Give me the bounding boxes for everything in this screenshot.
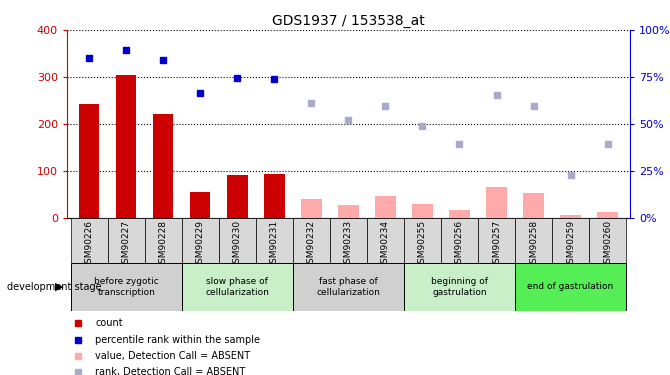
Bar xyxy=(227,176,247,217)
Bar xyxy=(190,192,210,217)
Bar xyxy=(560,215,581,217)
Text: GSM90228: GSM90228 xyxy=(159,220,168,269)
Bar xyxy=(330,217,367,262)
Text: development stage: development stage xyxy=(7,282,101,292)
Bar xyxy=(486,187,507,218)
Bar xyxy=(412,204,433,218)
Text: GSM90259: GSM90259 xyxy=(566,220,575,269)
Text: GSM90232: GSM90232 xyxy=(307,220,316,269)
Bar xyxy=(338,205,358,218)
Text: GSM90229: GSM90229 xyxy=(196,220,205,269)
Bar xyxy=(293,217,330,262)
Bar xyxy=(478,217,515,262)
Bar xyxy=(264,174,285,217)
Text: GSM90257: GSM90257 xyxy=(492,220,501,269)
Text: GSM90227: GSM90227 xyxy=(122,220,131,269)
Bar xyxy=(219,217,256,262)
Text: percentile rank within the sample: percentile rank within the sample xyxy=(95,335,260,345)
Text: value, Detection Call = ABSENT: value, Detection Call = ABSENT xyxy=(95,351,251,361)
Text: GSM90234: GSM90234 xyxy=(381,220,390,269)
Text: slow phase of
cellularization: slow phase of cellularization xyxy=(206,277,269,297)
Bar xyxy=(293,262,404,311)
Bar xyxy=(441,217,478,262)
Text: GSM90255: GSM90255 xyxy=(418,220,427,269)
Text: GSM90258: GSM90258 xyxy=(529,220,538,269)
Bar xyxy=(182,217,219,262)
Bar xyxy=(589,217,626,262)
Bar xyxy=(515,262,626,311)
Bar xyxy=(71,262,182,311)
Bar xyxy=(375,196,395,217)
Bar xyxy=(598,212,618,217)
Text: ▶: ▶ xyxy=(55,282,64,292)
Bar xyxy=(515,217,552,262)
Text: GSM90230: GSM90230 xyxy=(232,220,242,269)
Bar xyxy=(450,210,470,218)
Bar xyxy=(71,217,108,262)
Text: GSM90233: GSM90233 xyxy=(344,220,353,269)
Bar xyxy=(523,193,544,217)
Text: GSM90226: GSM90226 xyxy=(84,220,94,269)
Bar xyxy=(256,217,293,262)
Bar xyxy=(153,114,174,218)
Text: fast phase of
cellularization: fast phase of cellularization xyxy=(316,277,381,297)
Bar xyxy=(552,217,589,262)
Text: end of gastrulation: end of gastrulation xyxy=(527,282,614,291)
Bar xyxy=(116,75,137,217)
Text: count: count xyxy=(95,318,123,328)
Text: rank, Detection Call = ABSENT: rank, Detection Call = ABSENT xyxy=(95,367,245,375)
Bar xyxy=(404,262,515,311)
Text: GSM90256: GSM90256 xyxy=(455,220,464,269)
Bar xyxy=(108,217,145,262)
Bar xyxy=(79,104,99,218)
Text: GSM90231: GSM90231 xyxy=(270,220,279,269)
Text: before zygotic
transcription: before zygotic transcription xyxy=(94,277,159,297)
Text: GSM90260: GSM90260 xyxy=(603,220,612,269)
Bar xyxy=(145,217,182,262)
Bar xyxy=(367,217,404,262)
Bar xyxy=(302,199,322,217)
Bar xyxy=(182,262,293,311)
Bar xyxy=(404,217,441,262)
Text: beginning of
gastrulation: beginning of gastrulation xyxy=(431,277,488,297)
Title: GDS1937 / 153538_at: GDS1937 / 153538_at xyxy=(272,13,425,28)
